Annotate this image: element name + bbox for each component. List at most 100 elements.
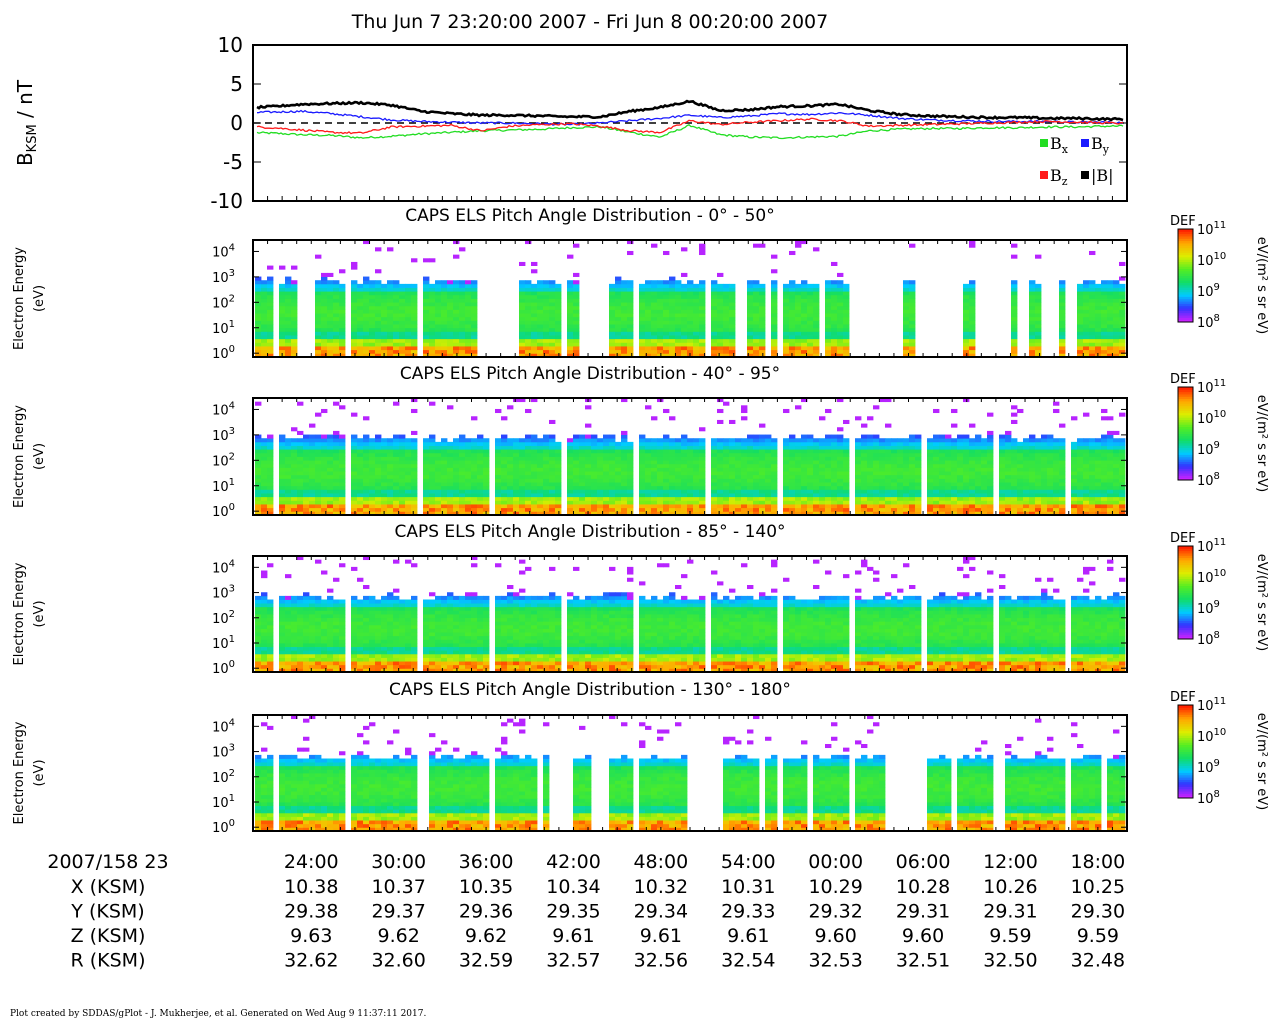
heatmap-cell — [453, 478, 460, 483]
heatmap-cell — [423, 445, 430, 450]
heatmap-cell — [795, 496, 802, 501]
heatmap-cell — [1011, 346, 1018, 351]
heatmap-cell — [837, 460, 844, 465]
heatmap-cell — [495, 511, 502, 516]
heatmap-cell — [753, 507, 760, 512]
heatmap-cell — [975, 474, 982, 479]
heatmap-cell — [951, 496, 958, 501]
heatmap-cell — [903, 338, 910, 343]
heatmap-cell — [471, 474, 478, 479]
heatmap-cell — [1041, 438, 1048, 443]
heatmap-cell — [1071, 485, 1078, 490]
heatmap-cell — [837, 320, 844, 325]
heatmap-cell — [525, 452, 532, 457]
heatmap-cell — [687, 489, 694, 494]
heatmap-cell — [807, 456, 814, 461]
heatmap-cell — [681, 302, 688, 307]
heatmap-cell — [693, 346, 700, 351]
heatmap-cell — [843, 309, 850, 314]
heatmap-cell — [663, 504, 670, 509]
heatmap-cell — [339, 463, 346, 468]
heatmap-cell — [465, 445, 472, 450]
heatmap-cell — [261, 327, 268, 332]
heatmap-cell — [783, 438, 790, 443]
heatmap-cell — [645, 445, 652, 450]
heatmap-cell — [477, 434, 484, 439]
heatmap-cell — [291, 474, 298, 479]
heatmap-cell — [957, 449, 964, 454]
heatmap-cell — [441, 298, 448, 303]
heatmap-cell — [537, 327, 544, 332]
heatmap-cell — [1011, 467, 1018, 472]
heatmap-cell — [699, 452, 706, 457]
heatmap-cell — [453, 463, 460, 468]
heatmap-cell — [303, 485, 310, 490]
heatmap-cell — [687, 291, 694, 296]
heatmap-cell — [447, 452, 454, 457]
heatmap-cell — [951, 463, 958, 468]
heatmap-cell — [759, 313, 766, 318]
heatmap-cell — [369, 331, 376, 336]
heatmap-cell — [315, 456, 322, 461]
heatmap-ytick-label: 103 — [212, 268, 235, 286]
heatmap-cell — [597, 485, 604, 490]
heatmap-cell — [339, 283, 346, 288]
heatmap-cell — [531, 456, 538, 461]
heatmap-cell — [639, 291, 646, 296]
heatmap-cell — [825, 500, 832, 505]
heatmap-cell — [717, 331, 724, 336]
heatmap-cell — [1071, 511, 1078, 516]
heatmap-cell — [945, 467, 952, 472]
heatmap-cell — [399, 507, 406, 512]
heatmap-cell — [747, 309, 754, 314]
heatmap-cell — [291, 283, 298, 288]
heatmap-cell — [609, 324, 616, 329]
heatmap-cell — [363, 240, 370, 245]
heatmap-cell — [855, 456, 862, 461]
heatmap-cell — [321, 449, 328, 454]
heatmap-cell — [1071, 452, 1078, 457]
heatmap-cell — [999, 438, 1006, 443]
heatmap-cell — [429, 309, 436, 314]
heatmap-cell — [411, 316, 418, 321]
heatmap-cell — [315, 287, 322, 292]
heatmap-cell — [531, 482, 538, 487]
heatmap-cell — [843, 489, 850, 494]
heatmap-cell — [747, 287, 754, 292]
heatmap-cell — [507, 500, 514, 505]
heatmap-cell — [537, 287, 544, 292]
heatmap-cell — [807, 500, 814, 505]
heatmap-cell — [975, 434, 982, 439]
heatmap-cell — [405, 478, 412, 483]
heatmap-cell — [381, 493, 388, 498]
heatmap-cell — [1011, 349, 1018, 354]
heatmap-cell — [531, 283, 538, 288]
heatmap-cell — [759, 283, 766, 288]
heatmap-cell — [621, 463, 628, 468]
heatmap-cell — [771, 302, 778, 307]
heatmap-cell — [405, 331, 412, 336]
heatmap-cell — [819, 441, 826, 446]
heatmap-cell — [537, 504, 544, 509]
heatmap-cell — [609, 507, 616, 512]
heatmap-cell — [1029, 349, 1036, 354]
heatmap-cell — [1005, 460, 1012, 465]
heatmap-cell — [567, 485, 574, 490]
heatmap-cell — [621, 353, 628, 358]
heatmap-cell — [615, 445, 622, 450]
heatmap-cell — [1107, 331, 1114, 336]
colorbar-band — [1178, 242, 1193, 246]
heatmap-cell — [897, 456, 904, 461]
heatmap-cell — [387, 302, 394, 307]
heatmap-cell — [435, 460, 442, 465]
heatmap-cell — [573, 441, 580, 446]
heatmap-cell — [825, 305, 832, 310]
heatmap-cell — [1119, 294, 1126, 299]
heatmap-cell — [393, 346, 400, 351]
heatmap-cell — [255, 338, 262, 343]
heatmap-cell — [393, 338, 400, 343]
heatmap-cell — [699, 463, 706, 468]
heatmap-cell — [1029, 313, 1036, 318]
heatmap-cell — [897, 504, 904, 509]
heatmap-cell — [381, 294, 388, 299]
